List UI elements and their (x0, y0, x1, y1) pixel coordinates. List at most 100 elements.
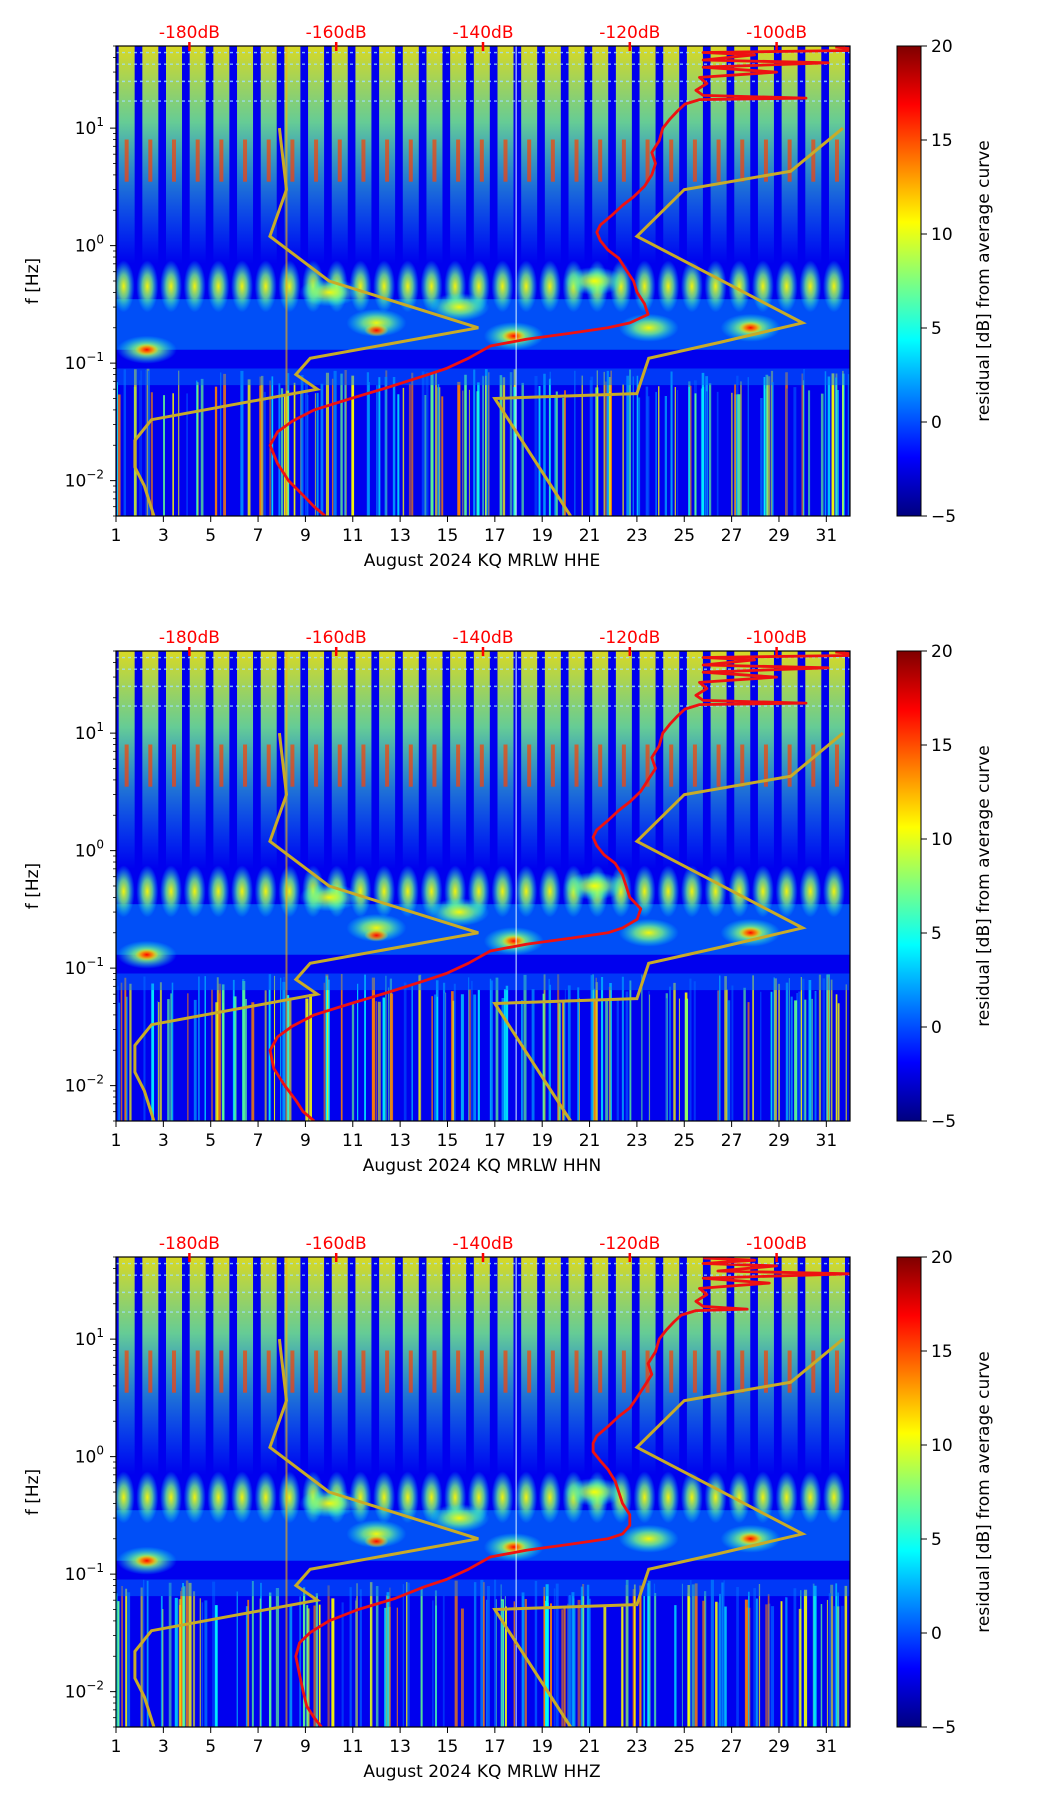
daily-blob (822, 1471, 845, 1524)
daily-blob (373, 260, 396, 313)
daily-blob (515, 865, 538, 918)
daily-hot-band (195, 1350, 200, 1393)
daily-blob (207, 865, 230, 918)
x-tick-label: 31 (816, 526, 838, 546)
event-blob (429, 1504, 490, 1533)
daily-hot-band (385, 1350, 390, 1393)
db-tick-label: -140dB (452, 628, 513, 648)
event-blob (429, 293, 490, 322)
daily-blob (657, 865, 680, 918)
y-tick-label: 10−2 (65, 1073, 104, 1097)
x-tick-label: 5 (205, 1131, 216, 1151)
daily-blob (633, 865, 656, 918)
x-tick-label: 21 (579, 526, 601, 546)
hot-event (364, 324, 389, 337)
daily-blob (160, 260, 183, 313)
x-tick-label: 3 (158, 526, 169, 546)
nhnm-curve (492, 731, 844, 1121)
daily-blob (633, 260, 656, 313)
daily-hot-band (574, 1350, 579, 1393)
daily-blob (680, 1471, 703, 1524)
x-tick-label: 21 (579, 1131, 601, 1151)
daily-hot-band (834, 139, 839, 182)
daily-hot-band (266, 1350, 271, 1393)
x-tick-label: 13 (389, 1131, 411, 1151)
colorbar-tick-label: 10 (931, 830, 953, 850)
daily-blob (680, 260, 703, 313)
colorbar-tick-label: 5 (931, 319, 942, 339)
colorbar: −5 0 5 10 15 20 residual [dB] from average cur… (896, 37, 994, 527)
y-tick-label: 101 (75, 720, 104, 744)
nhnm-curve (492, 126, 844, 516)
daily-blob (207, 1471, 230, 1524)
daily-hot-band (314, 744, 319, 787)
daily-hot-band (669, 139, 674, 182)
x-tick-label: 11 (342, 526, 364, 546)
daily-blob (183, 1471, 206, 1524)
event-blob (429, 898, 490, 927)
daily-hot-band (574, 744, 579, 787)
colorbar-tick-label: −5 (931, 507, 956, 527)
daily-blob (396, 865, 419, 918)
daily-hot-band (479, 1350, 484, 1393)
event-blob (564, 1478, 625, 1506)
nlnm-curve (133, 1338, 479, 1727)
daily-blob (207, 260, 230, 313)
daily-blob (136, 260, 159, 313)
x-tick-label: 19 (531, 1131, 553, 1151)
daily-blob (396, 1471, 419, 1524)
y-tick-label: 10−1 (65, 350, 104, 374)
y-tick-label: 101 (75, 115, 104, 139)
db-tick-label: -160dB (306, 628, 367, 648)
daily-blob (680, 865, 703, 918)
x-tick-label: 7 (253, 1737, 264, 1757)
colorbar-tick-label: 15 (931, 736, 953, 756)
daily-hot-band (408, 1350, 413, 1393)
x-tick-label: 15 (437, 526, 459, 546)
colorbar-tick-label: 5 (931, 1530, 942, 1550)
daily-blob (160, 865, 183, 918)
y-tick-label: 101 (75, 1326, 104, 1350)
event-blob (299, 278, 360, 307)
x-tick-label: 17 (484, 1737, 506, 1757)
daily-hot-band (361, 139, 366, 182)
x-tick-label: 23 (626, 1131, 648, 1151)
daily-blob (657, 1471, 680, 1524)
colorbar-tick-label: 10 (931, 225, 953, 245)
daily-hot-band (787, 139, 792, 182)
daily-hot-band (385, 139, 390, 182)
daily-hot-band (550, 1350, 555, 1393)
hot-event (364, 1535, 389, 1548)
daily-blob (116, 1471, 135, 1524)
daily-hot-band (669, 744, 674, 787)
daily-hot-band (456, 1350, 461, 1393)
hot-event (738, 321, 763, 334)
x-tick-label: 1 (111, 526, 122, 546)
colorbar-tick-label: 15 (931, 1342, 953, 1362)
event-blob (564, 872, 625, 900)
db-tick-label: -180dB (159, 628, 220, 648)
x-axis-label: August 2024 KQ MRLW HHE (364, 551, 600, 571)
daily-blob (491, 865, 514, 918)
daily-hot-band (337, 1350, 342, 1393)
spectrogram-image (116, 46, 850, 516)
x-tick-label: 25 (673, 1131, 695, 1151)
daily-hot-band (763, 139, 768, 182)
x-tick-label: 19 (531, 526, 553, 546)
daily-blob (799, 260, 822, 313)
x-tick-label: 7 (253, 1131, 264, 1151)
daily-hot-band (787, 744, 792, 787)
daily-hot-band (740, 1350, 745, 1393)
daily-hot-band (290, 744, 295, 787)
daily-hot-band (172, 1350, 177, 1393)
daily-blob (822, 865, 845, 918)
x-tick-label: 5 (205, 526, 216, 546)
colorbar-gradient (896, 1256, 922, 1728)
x-tick-label: 19 (531, 1737, 553, 1757)
daily-blob (491, 260, 514, 313)
daily-hot-band (621, 1350, 626, 1393)
event-blob (346, 913, 407, 942)
colorbar-tick-label: 5 (931, 924, 942, 944)
